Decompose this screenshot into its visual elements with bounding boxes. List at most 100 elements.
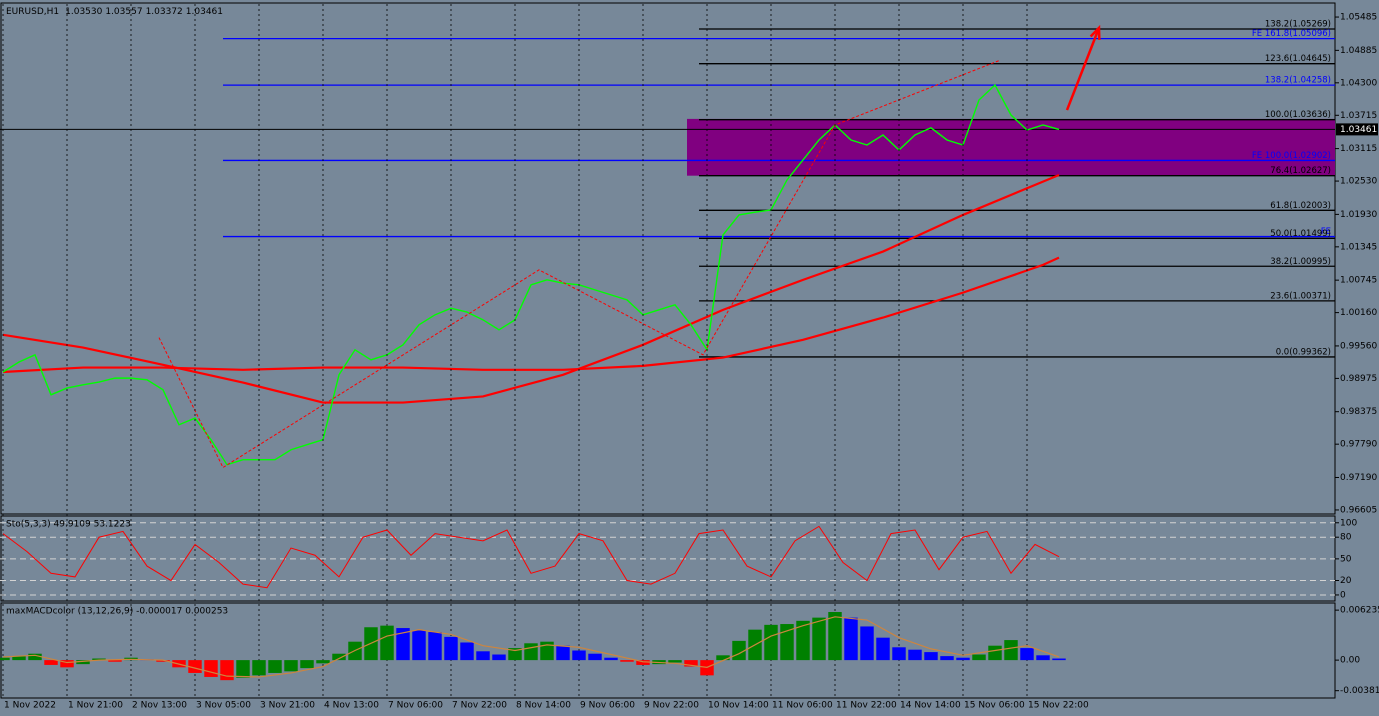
last-price-label: 1.03461 (1340, 125, 1377, 135)
x-tick-label: 3 Nov 21:00 (260, 701, 315, 711)
level-label: 50.0(1.01499) (1270, 229, 1331, 239)
y-tick-label: 0 (1340, 590, 1346, 600)
x-tick-label: 10 Nov 14:00 (708, 701, 769, 711)
histogram-bar (988, 645, 1002, 661)
y-tick-label: 0.98975 (1340, 374, 1377, 384)
last-price-box (1336, 123, 1378, 136)
histogram-bar (236, 660, 250, 678)
x-tick-label: 9 Nov 22:00 (644, 701, 699, 711)
x-tick-label: 8 Nov 14:00 (516, 701, 571, 711)
histogram-bar (1004, 640, 1018, 661)
y-tick-label: 100 (1340, 518, 1357, 528)
level-label: 123.6(1.04645) (1265, 54, 1331, 64)
histogram-bar (44, 660, 58, 665)
y-tick-label: 80 (1340, 533, 1352, 543)
header-value: 1.03530 (65, 7, 102, 17)
histogram-bar (924, 652, 938, 661)
histogram-bar (396, 628, 410, 661)
x-tick-label: 2 Nov 13:00 (132, 701, 187, 711)
x-tick-label: 7 Nov 06:00 (388, 701, 443, 711)
y-tick-label: 1.04300 (1340, 78, 1377, 88)
arrow-head (1089, 24, 1101, 40)
x-tick-label: 1 Nov 21:00 (68, 701, 123, 711)
y-tick-label: 1.03115 (1340, 144, 1377, 154)
histogram-bar (12, 656, 26, 661)
y-tick-label: 1.04885 (1340, 46, 1377, 56)
histogram-bar (380, 625, 394, 661)
y-tick-label: 1.01930 (1340, 210, 1377, 220)
level-label: 138.2(1.05269) (1265, 20, 1331, 30)
y-tick-label: 1.00745 (1340, 276, 1377, 286)
histogram-bar (268, 660, 282, 673)
histogram-bar (28, 653, 42, 661)
oscillator-line (2, 525, 1060, 589)
level-label: 0.0(0.99362) (1276, 347, 1331, 357)
level-label: 100.0(1.03636) (1265, 110, 1331, 120)
level-label: 61.8(1.02003) (1270, 201, 1331, 211)
histogram-bar (332, 653, 346, 661)
level-label: 138.2(1.04258) (1265, 76, 1331, 86)
histogram-bar (460, 642, 474, 661)
histogram-bar (796, 620, 810, 661)
y-tick-label: 20 (1340, 576, 1352, 586)
histogram-bar (108, 660, 122, 662)
histogram-bar (764, 624, 778, 661)
histogram-bar (572, 650, 586, 661)
histogram-bar (636, 660, 650, 665)
histogram-bar (780, 624, 794, 661)
x-tick-label: 1 Nov 2022 (4, 701, 56, 711)
panel-title: Sto(5,3,3) 49.9109 53.1223 (6, 520, 131, 530)
histogram-bar (300, 660, 314, 669)
histogram-bar (1036, 655, 1050, 661)
y-tick-label: -0.003812 (1340, 686, 1379, 696)
y-tick-label: 1.00160 (1340, 308, 1377, 318)
histogram-bar (892, 647, 906, 661)
histogram-bar (716, 655, 730, 661)
histogram-bar (92, 658, 106, 661)
histogram-bar (0, 657, 10, 661)
y-tick-label: 0.00 (1340, 656, 1360, 666)
x-tick-label: 11 Nov 22:00 (836, 701, 897, 711)
x-tick-label: 11 Nov 06:00 (772, 701, 833, 711)
histogram-bar (508, 648, 522, 661)
histogram-bar (412, 630, 426, 661)
histogram-bar (812, 617, 826, 661)
histogram-bar (316, 660, 330, 664)
chart-header: EURUSD,H1 1.03530 1.03557 1.03372 1.03461 (6, 7, 223, 17)
x-tick-label: 15 Nov 22:00 (1028, 701, 1089, 711)
histogram-bar (828, 612, 842, 661)
histogram-bar (668, 660, 682, 663)
histogram-bar (284, 660, 298, 672)
y-tick-label: 0.99560 (1340, 341, 1377, 351)
y-tick-label: 0.97790 (1340, 440, 1377, 450)
histogram-bar (428, 632, 442, 661)
y-tick-label: 0.006235 (1340, 606, 1379, 616)
y-tick-label: 1.01345 (1340, 242, 1377, 252)
histogram-bar (188, 660, 202, 673)
histogram-bar (1020, 648, 1034, 661)
x-tick-label: 3 Nov 05:00 (196, 701, 251, 711)
x-tick-label: 14 Nov 14:00 (900, 701, 961, 711)
histogram-bar (940, 656, 954, 661)
arrow (1065, 27, 1101, 111)
histogram-bar (588, 653, 602, 661)
y-tick-label: 1.02530 (1340, 177, 1377, 187)
level-label: FE (1321, 227, 1331, 237)
histogram-bar (220, 660, 234, 681)
y-tick-label: 0.97190 (1340, 473, 1377, 483)
histogram-bar (844, 617, 858, 661)
header-value: 1.03557 (105, 7, 142, 17)
panel-title: maxMACDcolor (13,12,26,9) -0.000017 0.00… (6, 607, 228, 617)
moving-average (2, 173, 1060, 404)
level-label: FE 100.0(1.02902) (1252, 151, 1331, 161)
histogram-bar (556, 645, 570, 661)
x-tick-label: 15 Nov 06:00 (964, 701, 1025, 711)
x-tick-label: 7 Nov 22:00 (452, 701, 507, 711)
histogram-bar (156, 660, 170, 662)
histogram-bar (1052, 658, 1066, 661)
histogram-bar (684, 660, 698, 667)
y-tick-label: 0.98375 (1340, 407, 1377, 417)
level-label: FE 161.8(1.05096) (1252, 29, 1331, 39)
zone (687, 118, 1335, 176)
